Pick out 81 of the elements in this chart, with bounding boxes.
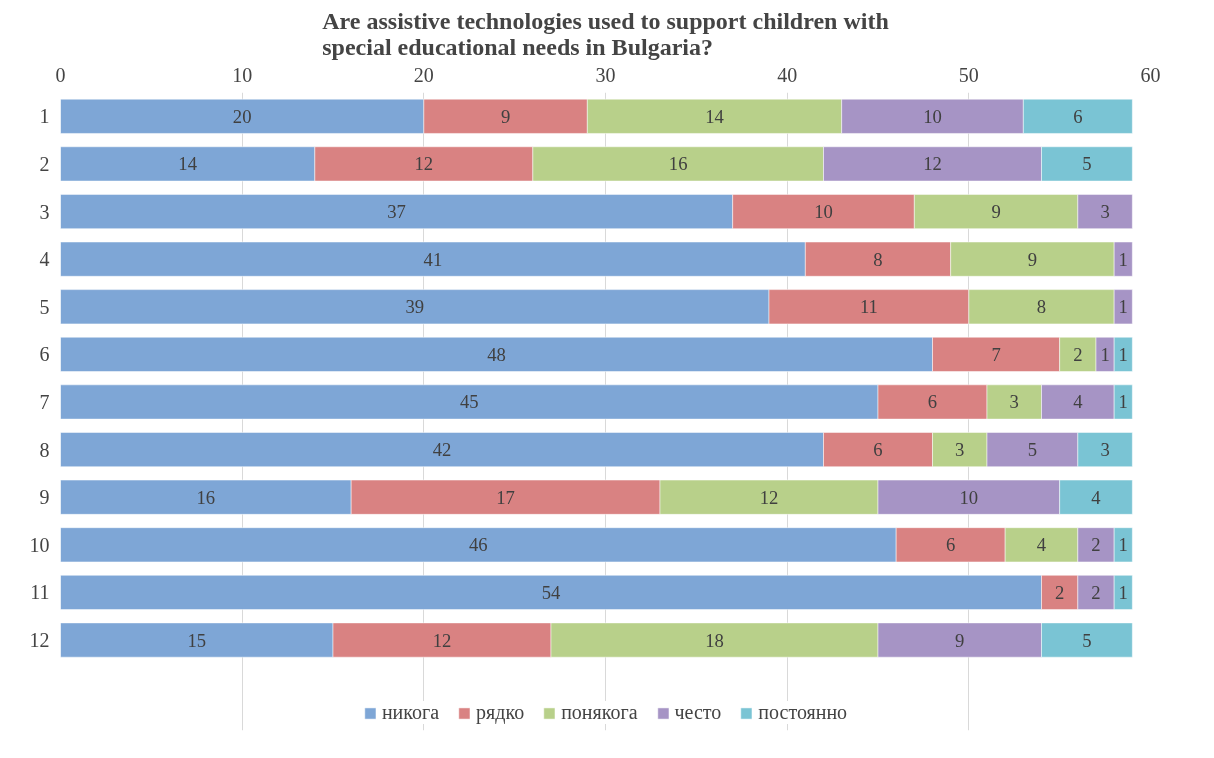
data-label: 2: [1091, 534, 1101, 556]
data-label: 9: [955, 629, 965, 651]
data-label: 1: [1118, 343, 1128, 365]
data-label: 15: [187, 629, 207, 651]
data-label: 14: [705, 105, 725, 127]
y-tick-label: 12: [29, 629, 50, 652]
data-label: 18: [705, 629, 724, 651]
x-tick-label: 50: [958, 63, 979, 86]
data-label: 12: [414, 153, 434, 175]
data-label: 3: [1100, 201, 1110, 223]
data-label: 6: [946, 534, 956, 556]
legend-label: никога: [381, 701, 440, 724]
data-label: 9: [1027, 248, 1038, 270]
data-label: 1: [1118, 296, 1128, 318]
data-label: 3: [1009, 391, 1019, 413]
data-label: 4: [1073, 391, 1084, 413]
legend-label: често: [674, 701, 722, 724]
x-tick-label: 60: [1140, 63, 1161, 86]
data-label: 10: [959, 486, 979, 508]
data-label: 5: [1082, 629, 1092, 651]
data-label: 42: [432, 439, 452, 461]
data-label: 6: [927, 391, 938, 413]
data-label: 3: [1100, 439, 1110, 461]
x-tick-label: 40: [777, 63, 798, 86]
chart-title: Are assistive technologies used to support children with special educational needs in Bulgaria?: [322, 7, 889, 60]
data-label: 20: [232, 105, 252, 127]
legend-label: постоянно: [758, 701, 848, 724]
y-tick-label: 10: [29, 533, 50, 556]
y-tick-label: 5: [39, 295, 50, 318]
data-label: 10: [814, 201, 833, 223]
data-label: 14: [178, 153, 198, 175]
data-label: 1: [1100, 343, 1110, 365]
data-label: 4: [1091, 486, 1102, 508]
legend-label: рядко: [476, 701, 525, 724]
data-label: 4: [1036, 534, 1047, 556]
x-tick-label: 30: [595, 63, 616, 86]
data-label: 2: [1091, 581, 1101, 603]
data-label: 2: [1073, 343, 1083, 365]
data-label: 7: [991, 343, 1001, 365]
data-label: 1: [1118, 248, 1128, 270]
data-label: 1: [1118, 581, 1128, 603]
data-label: 16: [196, 486, 216, 508]
y-tick-label: 2: [39, 152, 50, 175]
data-label: 9: [500, 105, 511, 127]
data-label: 54: [541, 581, 561, 603]
data-label: 9: [991, 201, 1001, 223]
data-label: 11: [859, 296, 878, 318]
data-label: 16: [668, 153, 688, 175]
y-tick-label: 3: [39, 200, 50, 223]
data-label: 45: [459, 391, 479, 413]
y-tick-label: 9: [39, 486, 50, 509]
data-label: 46: [469, 534, 488, 556]
data-label: 12: [923, 153, 942, 175]
data-label: 17: [496, 486, 515, 508]
data-label: 48: [487, 343, 506, 365]
x-tick-label: 10: [232, 63, 253, 86]
data-label: 1: [1118, 391, 1128, 413]
y-tick-label: 6: [39, 343, 50, 366]
data-label: 39: [405, 296, 425, 318]
y-tick-label: 1: [39, 105, 50, 128]
data-label: 6: [1073, 105, 1083, 127]
data-label: 3: [955, 439, 965, 461]
y-tick-label: 4: [39, 248, 50, 271]
data-label: 8: [1036, 296, 1047, 318]
x-tick-label: 20: [413, 63, 434, 86]
x-tick-label: 0: [55, 63, 66, 86]
legend-label: понякога: [561, 701, 638, 724]
data-label: 12: [432, 629, 452, 651]
data-label: 2: [1055, 581, 1065, 603]
data-label: 12: [759, 486, 779, 508]
data-label: 6: [873, 439, 883, 461]
y-tick-label: 7: [39, 390, 50, 413]
data-label: 41: [423, 248, 443, 270]
data-label: 37: [387, 201, 406, 223]
data-label: 10: [923, 105, 942, 127]
data-label: 5: [1082, 153, 1092, 175]
data-label: 8: [873, 248, 883, 270]
data-label: 1: [1118, 534, 1128, 556]
data-label: 5: [1027, 439, 1038, 461]
y-tick-label: 11: [30, 581, 50, 604]
y-tick-label: 8: [39, 438, 50, 461]
